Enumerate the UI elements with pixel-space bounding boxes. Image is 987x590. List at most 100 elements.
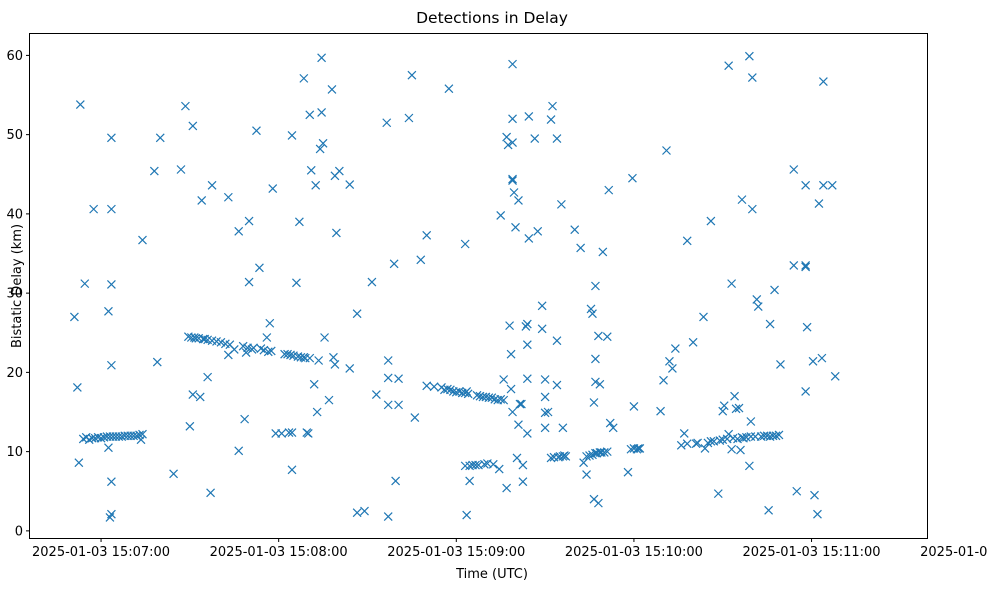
data-point: [517, 399, 526, 409]
data-point: [770, 285, 779, 295]
data-point: [265, 318, 275, 328]
data-point: [522, 340, 532, 350]
plot-area-frame: [29, 33, 928, 539]
data-point: [286, 350, 295, 360]
data-point: [508, 174, 517, 184]
data-point: [234, 446, 244, 456]
data-point: [327, 85, 337, 94]
data-point: [789, 165, 799, 174]
data-point: [518, 477, 528, 487]
data-point: [329, 352, 338, 362]
data-point: [229, 344, 239, 354]
data-point: [556, 199, 566, 209]
data-point: [287, 428, 297, 438]
x-tick-label: 2025-01-03 15:09:00: [387, 545, 525, 560]
data-point: [628, 173, 637, 183]
data-marks: [69, 51, 840, 522]
data-point: [801, 262, 811, 272]
data-point: [484, 393, 494, 403]
data-point: [676, 440, 686, 450]
data-point: [515, 399, 525, 409]
data-point: [734, 403, 744, 413]
data-point: [383, 356, 393, 365]
data-point: [552, 336, 562, 346]
data-point: [593, 331, 603, 341]
data-point: [524, 111, 534, 121]
data-point: [599, 447, 609, 457]
data-point: [299, 73, 309, 83]
data-point: [546, 115, 556, 125]
data-point: [255, 263, 264, 273]
data-point: [585, 451, 594, 461]
data-point: [598, 247, 608, 257]
data-point: [682, 236, 692, 246]
data-point: [389, 259, 399, 269]
data-point: [429, 382, 439, 392]
data-point: [514, 420, 523, 430]
data-point: [700, 444, 710, 453]
data-point: [155, 133, 165, 143]
data-point: [283, 349, 292, 359]
data-point: [662, 146, 671, 155]
data-point: [317, 108, 327, 117]
x-tick-label: 2025-01-03 15:08:00: [210, 545, 348, 560]
data-point: [266, 346, 276, 356]
data-point: [509, 188, 519, 197]
data-point: [715, 436, 725, 445]
data-point: [188, 390, 198, 399]
data-point: [462, 510, 472, 520]
data-point: [633, 444, 643, 453]
data-point: [774, 430, 784, 440]
data-point: [106, 279, 116, 289]
data-point: [744, 461, 754, 471]
data-point: [345, 363, 355, 373]
data-point: [730, 391, 739, 401]
data-point: [508, 114, 517, 124]
data-point: [195, 392, 205, 402]
data-point: [524, 234, 534, 243]
data-point: [540, 408, 550, 418]
data-point: [713, 489, 723, 499]
data-point: [635, 444, 645, 453]
data-point: [249, 343, 258, 353]
data-point: [197, 195, 207, 205]
data-point: [818, 180, 828, 190]
data-point: [352, 508, 362, 518]
data-point: [719, 401, 729, 411]
data-point: [506, 349, 516, 359]
data-point: [442, 384, 452, 394]
data-point: [508, 138, 517, 147]
chart-title: Detections in Delay: [416, 9, 568, 27]
data-point: [106, 360, 116, 370]
data-point: [465, 476, 475, 486]
data-point: [595, 379, 605, 389]
data-point: [602, 447, 612, 457]
data-point: [394, 374, 403, 384]
data-point: [324, 395, 334, 405]
data-point: [185, 421, 195, 431]
data-point: [543, 407, 553, 417]
data-point: [591, 354, 600, 364]
data-point: [736, 445, 745, 455]
data-point: [802, 322, 812, 332]
data-point: [589, 398, 599, 407]
data-point: [656, 406, 665, 416]
data-point: [106, 133, 116, 143]
data-point: [75, 100, 85, 109]
data-point: [558, 423, 568, 433]
data-point: [407, 70, 417, 80]
data-point: [317, 53, 327, 63]
data-point: [552, 134, 562, 144]
data-point: [80, 279, 90, 289]
data-point: [382, 118, 392, 128]
data-point: [667, 363, 677, 373]
data-point: [331, 228, 341, 238]
y-tick-label: 60: [6, 49, 23, 64]
data-point: [582, 470, 591, 480]
data-point: [830, 371, 840, 381]
data-point: [540, 375, 550, 384]
data-point: [371, 390, 381, 399]
data-point: [724, 61, 734, 71]
y-axis-label: Bistatic Delay (km): [10, 224, 25, 348]
data-point: [138, 235, 147, 245]
